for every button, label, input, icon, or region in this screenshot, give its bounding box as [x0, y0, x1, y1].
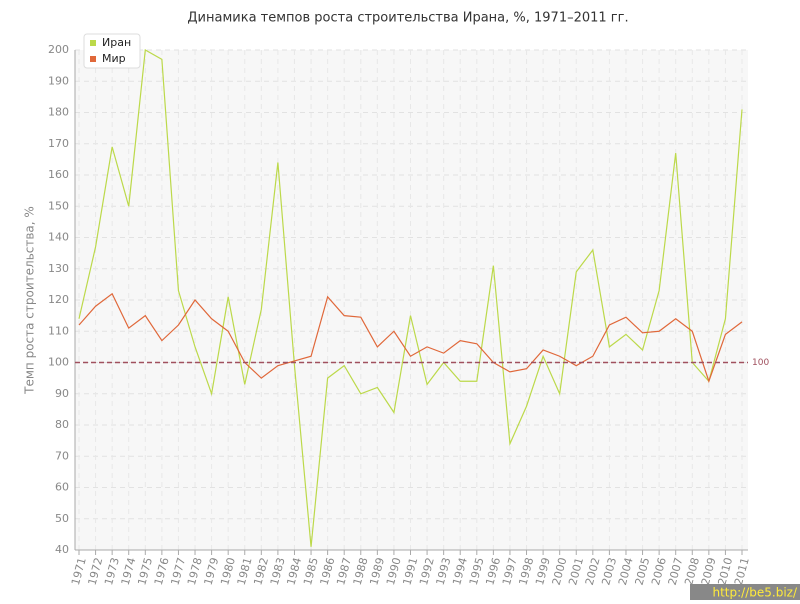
watermark: http://be5.biz/ [712, 586, 797, 600]
y-tick-label: 160 [48, 168, 69, 181]
y-tick-label: 130 [48, 262, 69, 275]
y-tick-label: 120 [48, 293, 69, 306]
chart-title: Динамика темпов роста строительства Иран… [187, 11, 628, 26]
y-tick-label: 80 [55, 418, 69, 431]
legend-box [83, 33, 141, 69]
y-tick-label: 60 [55, 481, 69, 494]
legend-label: Мир [102, 52, 126, 65]
y-tick-label: 150 [48, 199, 69, 212]
y-tick-label: 200 [48, 43, 69, 56]
y-axis-title: Темп роста строительства, % [23, 206, 37, 395]
watermark-bg [690, 584, 800, 600]
legend-label: Иран [102, 36, 131, 49]
legend-marker [90, 40, 96, 46]
y-tick-label: 140 [48, 231, 69, 244]
reference-label: 100 [752, 358, 769, 368]
legend-marker [90, 56, 96, 62]
y-tick-label: 170 [48, 137, 69, 150]
y-tick-label: 180 [48, 106, 69, 119]
y-tick-label: 70 [55, 449, 69, 462]
x-tick-label: 2011 [732, 556, 752, 586]
y-tick-label: 90 [55, 387, 69, 400]
y-tick-label: 50 [55, 512, 69, 525]
y-tick-label: 110 [48, 324, 69, 337]
y-tick-label: 100 [48, 356, 69, 369]
y-tick-label: 40 [55, 543, 69, 556]
y-tick-label: 190 [48, 74, 69, 87]
series-line [78, 292, 743, 384]
series-line [78, 49, 743, 547]
